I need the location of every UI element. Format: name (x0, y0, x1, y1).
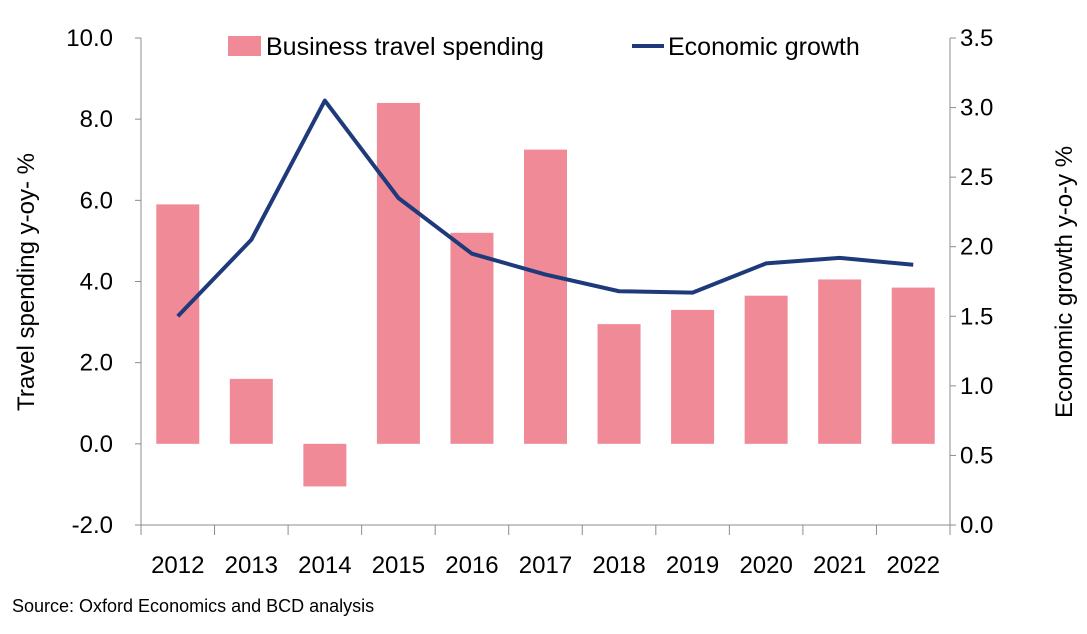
x-tick-label: 2019 (666, 552, 719, 579)
y-axis-title: Travel spending y-oy- % (13, 153, 40, 411)
y2-tick-label: 3.5 (960, 25, 993, 52)
x-tick-label: 2015 (372, 552, 425, 579)
bar-2014 (303, 443, 347, 487)
x-tick-label: 2016 (445, 552, 498, 579)
y-tick-label: 10.0 (66, 25, 113, 52)
y2-tick-label: 0.5 (960, 442, 993, 469)
x-tick-label: 2021 (813, 552, 866, 579)
x-tick-label: 2017 (519, 552, 572, 579)
y2-tick-label: 2.5 (960, 164, 993, 191)
y-tick-label: 0.0 (80, 431, 113, 458)
bar-2022 (891, 287, 935, 444)
y2-axis-title: Economic growth y-o-y % (1051, 146, 1078, 418)
bar-2020 (744, 295, 788, 444)
line-group (176, 98, 914, 318)
x-tick-label: 2018 (592, 552, 645, 579)
bar-2017 (524, 149, 567, 444)
bar-2021 (818, 279, 862, 444)
legend-bar-swatch (228, 36, 261, 56)
ticks-group: -2.0 0.0 2.0 4.0 6.0 8.0 10.0 0.0 0.5 1.0 1.5 2.0 2.… (66, 25, 993, 579)
y-tick-label: 2.0 (80, 350, 113, 377)
legend-bar-label: Business travel spending (266, 33, 544, 61)
y2-tick-label: 3.0 (960, 95, 993, 122)
source-note: Source: Oxford Economics and BCD analysi… (12, 596, 375, 616)
x-tick-label: 2022 (887, 552, 940, 579)
legend-line-label: Economic growth (668, 33, 860, 61)
x-tick-label: 2020 (739, 552, 792, 579)
bar-2013 (229, 378, 273, 444)
y-tick-label: 6.0 (80, 187, 113, 214)
bar-2012 (156, 204, 200, 444)
y2-tick-label: 2.0 (960, 234, 993, 261)
bar-2018 (597, 324, 641, 444)
y-tick-label: 8.0 (80, 106, 113, 133)
x-tick-label: 2012 (151, 552, 204, 579)
y-tick-label: -2.0 (72, 512, 113, 539)
bar-2016 (450, 232, 494, 444)
bar-2015 (376, 102, 420, 444)
legend: Business travel spending Economic growth (228, 33, 860, 61)
y2-tick-label: 1.5 (960, 303, 993, 330)
axes (135, 37, 956, 535)
y-tick-label: 4.0 (80, 269, 113, 296)
bar-2019 (671, 309, 715, 444)
x-tick-label: 2014 (298, 552, 351, 579)
y2-tick-label: 0.0 (960, 512, 993, 539)
bars-group (156, 102, 935, 487)
x-tick-label: 2013 (225, 552, 278, 579)
y2-tick-label: 1.0 (960, 373, 993, 400)
